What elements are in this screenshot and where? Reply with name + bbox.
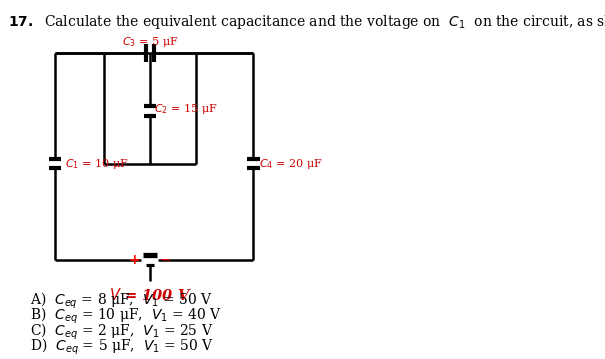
Text: B)  $C_{eq}$ = 10 μF,  $V_1$ = 40 V: B) $C_{eq}$ = 10 μF, $V_1$ = 40 V [30, 306, 221, 326]
Text: −: − [160, 253, 171, 267]
Text: $V$ = 100 V: $V$ = 100 V [108, 287, 191, 303]
Text: A)  $C_{eq}$ = 8 μF,  $V_1$ = 50 V: A) $C_{eq}$ = 8 μF, $V_1$ = 50 V [30, 291, 212, 311]
Text: $\mathbf{17.}$  Calculate the equivalent capacitance and the voltage on  $C_1$  : $\mathbf{17.}$ Calculate the equivalent … [8, 13, 605, 31]
Text: $C_4$ = 20 μF: $C_4$ = 20 μF [259, 157, 322, 171]
Text: D)  $C_{eq}$ = 5 μF,  $V_1$ = 50 V: D) $C_{eq}$ = 5 μF, $V_1$ = 50 V [30, 337, 214, 357]
Text: C)  $C_{eq}$ = 2 μF,  $V_1$ = 25 V: C) $C_{eq}$ = 2 μF, $V_1$ = 25 V [30, 322, 213, 342]
Text: +: + [128, 253, 140, 267]
Text: $C_3$ = 5 μF: $C_3$ = 5 μF [122, 35, 178, 49]
Text: $C_2$ = 15 μF: $C_2$ = 15 μF [154, 102, 218, 116]
Text: $C_1$ = 10 μF: $C_1$ = 10 μF [65, 157, 128, 171]
